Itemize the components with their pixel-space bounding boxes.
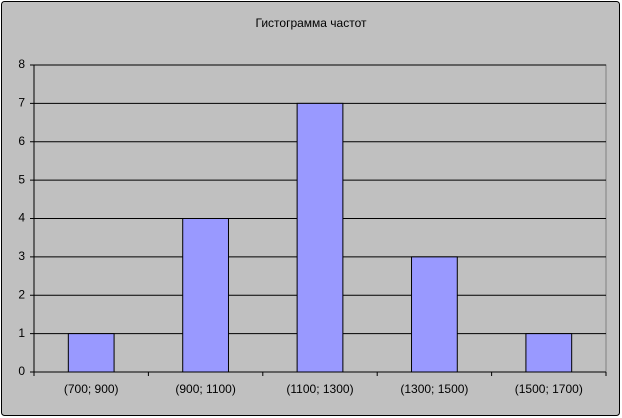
y-tick-label: 3	[18, 249, 25, 263]
x-tick-label: (1300; 1500)	[400, 382, 468, 396]
bar	[296, 102, 344, 373]
y-tick-label: 8	[18, 57, 25, 71]
bar	[411, 256, 458, 373]
y-tick-label: 5	[18, 172, 25, 186]
x-tick-label: (900; 1100)	[175, 382, 236, 396]
x-tick-label: (1500; 1700)	[515, 382, 583, 396]
y-tick-label: 0	[18, 364, 25, 378]
y-tick-label: 4	[18, 211, 25, 225]
bar	[182, 218, 229, 373]
y-tick-label: 1	[18, 326, 25, 340]
x-tick-label: (700; 900)	[64, 382, 119, 396]
y-tick-label: 6	[18, 134, 25, 148]
chart-title: Гистограмма частот	[256, 16, 367, 30]
bar	[525, 333, 573, 373]
y-tick-label: 2	[18, 287, 25, 301]
x-tick-label: (1100; 1300)	[286, 382, 353, 396]
y-tick-label: 7	[18, 96, 25, 110]
bar	[67, 333, 115, 373]
